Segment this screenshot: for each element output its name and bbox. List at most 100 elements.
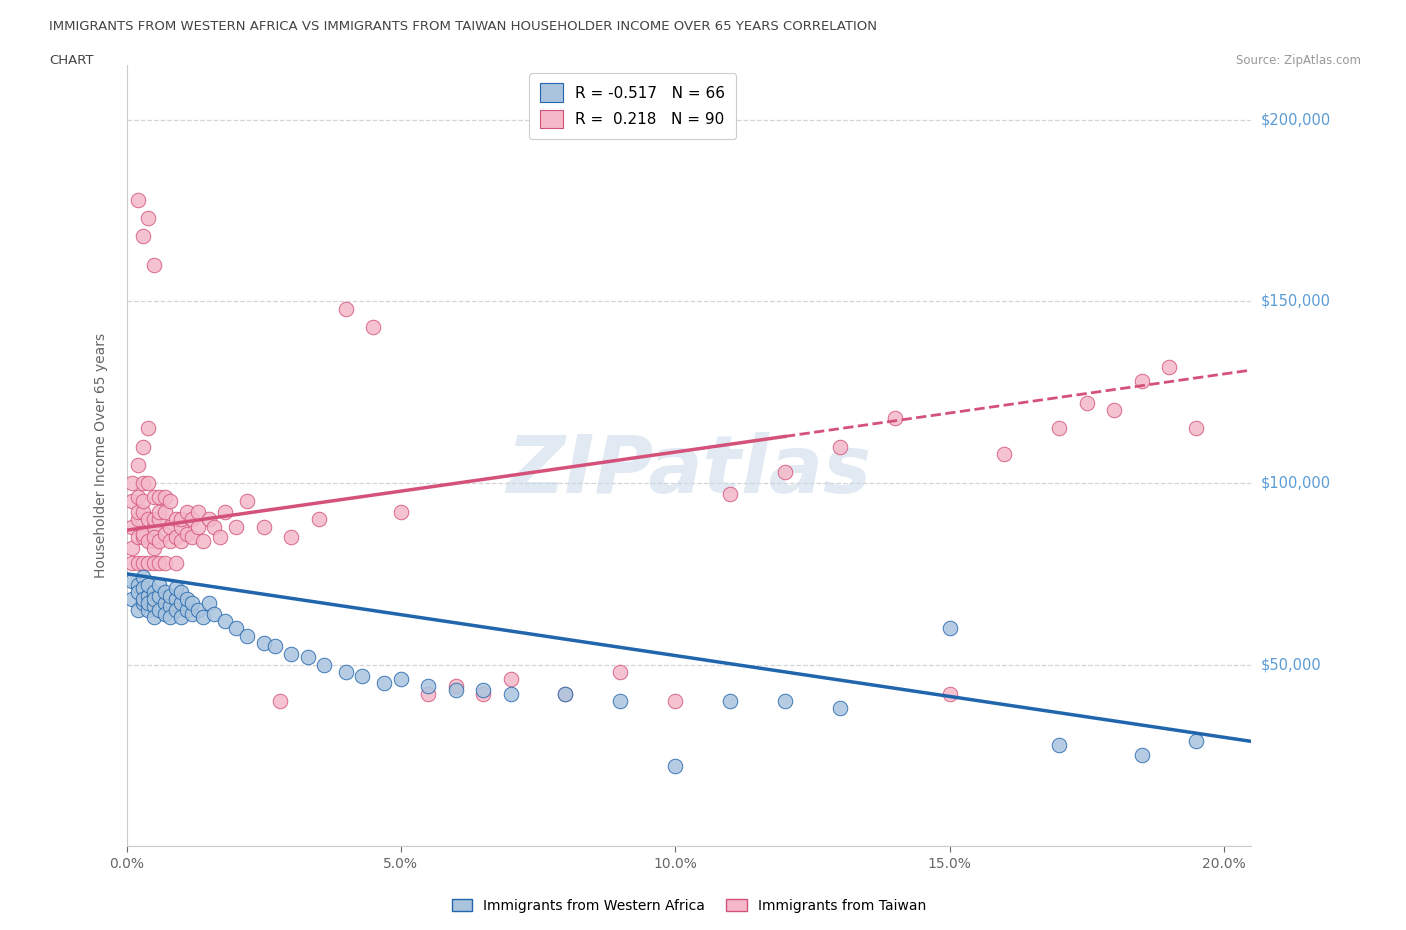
Point — [170, 534, 193, 549]
Point — [263, 639, 285, 654]
Point — [418, 686, 440, 701]
Point — [127, 505, 149, 520]
Point — [159, 494, 181, 509]
Text: ZIPatlas: ZIPatlas — [506, 432, 872, 511]
Point — [165, 581, 187, 596]
Point — [308, 512, 330, 526]
Point — [389, 671, 412, 686]
Point — [148, 512, 170, 526]
Point — [253, 519, 276, 534]
Point — [148, 490, 170, 505]
Point — [138, 555, 160, 570]
Point — [153, 606, 176, 621]
Legend: R = -0.517   N = 66, R =  0.218   N = 90: R = -0.517 N = 66, R = 0.218 N = 90 — [530, 73, 735, 140]
Point — [165, 555, 187, 570]
Point — [138, 595, 160, 610]
Point — [127, 193, 149, 207]
Point — [609, 664, 631, 679]
Point — [148, 555, 170, 570]
Point — [181, 530, 204, 545]
Point — [170, 512, 193, 526]
Point — [127, 512, 149, 526]
Point — [148, 588, 170, 603]
Text: Source: ZipAtlas.com: Source: ZipAtlas.com — [1236, 54, 1361, 67]
Point — [1102, 403, 1125, 418]
Point — [225, 621, 247, 636]
Point — [138, 475, 160, 490]
Point — [132, 570, 155, 585]
Point — [121, 519, 143, 534]
Point — [236, 494, 259, 509]
Point — [165, 530, 187, 545]
Point — [938, 621, 960, 636]
Point — [138, 210, 160, 225]
Text: CHART: CHART — [49, 54, 94, 67]
Point — [153, 585, 176, 600]
Point — [472, 683, 495, 698]
Point — [554, 686, 576, 701]
Point — [143, 258, 166, 272]
Point — [828, 701, 851, 716]
Point — [773, 465, 796, 480]
Point — [138, 588, 160, 603]
Text: IMMIGRANTS FROM WESTERN AFRICA VS IMMIGRANTS FROM TAIWAN HOUSEHOLDER INCOME OVER: IMMIGRANTS FROM WESTERN AFRICA VS IMMIGR… — [49, 20, 877, 33]
Point — [148, 534, 170, 549]
Point — [132, 475, 155, 490]
Point — [280, 530, 302, 545]
Point — [208, 530, 231, 545]
Point — [132, 530, 155, 545]
Point — [121, 591, 143, 606]
Point — [143, 585, 166, 600]
Point — [143, 530, 166, 545]
Legend: Immigrants from Western Africa, Immigrants from Taiwan: Immigrants from Western Africa, Immigran… — [446, 894, 932, 919]
Point — [1076, 395, 1098, 410]
Point — [198, 595, 221, 610]
Point — [352, 668, 374, 683]
Text: $100,000: $100,000 — [1261, 475, 1331, 490]
Point — [121, 555, 143, 570]
Point — [127, 578, 149, 592]
Y-axis label: Householder Income Over 65 years: Householder Income Over 65 years — [94, 333, 108, 578]
Point — [132, 595, 155, 610]
Point — [389, 505, 412, 520]
Point — [138, 603, 160, 618]
Point — [1185, 421, 1208, 436]
Point — [127, 585, 149, 600]
Point — [664, 759, 686, 774]
Point — [187, 505, 209, 520]
Point — [363, 319, 385, 334]
Point — [1157, 359, 1180, 374]
Point — [159, 534, 181, 549]
Point — [993, 446, 1015, 461]
Point — [193, 534, 215, 549]
Point — [170, 595, 193, 610]
Point — [127, 555, 149, 570]
Point — [297, 650, 319, 665]
Point — [132, 555, 155, 570]
Point — [165, 512, 187, 526]
Point — [280, 646, 302, 661]
Point — [202, 606, 225, 621]
Point — [214, 505, 236, 520]
Point — [153, 526, 176, 541]
Point — [159, 588, 181, 603]
Point — [148, 578, 170, 592]
Point — [143, 555, 166, 570]
Point — [664, 694, 686, 709]
Point — [153, 555, 176, 570]
Point — [269, 694, 291, 709]
Point — [418, 679, 440, 694]
Point — [193, 610, 215, 625]
Point — [165, 591, 187, 606]
Point — [127, 530, 149, 545]
Point — [153, 490, 176, 505]
Point — [132, 591, 155, 606]
Point — [1130, 374, 1153, 389]
Point — [148, 505, 170, 520]
Point — [214, 614, 236, 629]
Point — [335, 301, 357, 316]
Point — [138, 421, 160, 436]
Point — [153, 505, 176, 520]
Point — [148, 603, 170, 618]
Point — [773, 694, 796, 709]
